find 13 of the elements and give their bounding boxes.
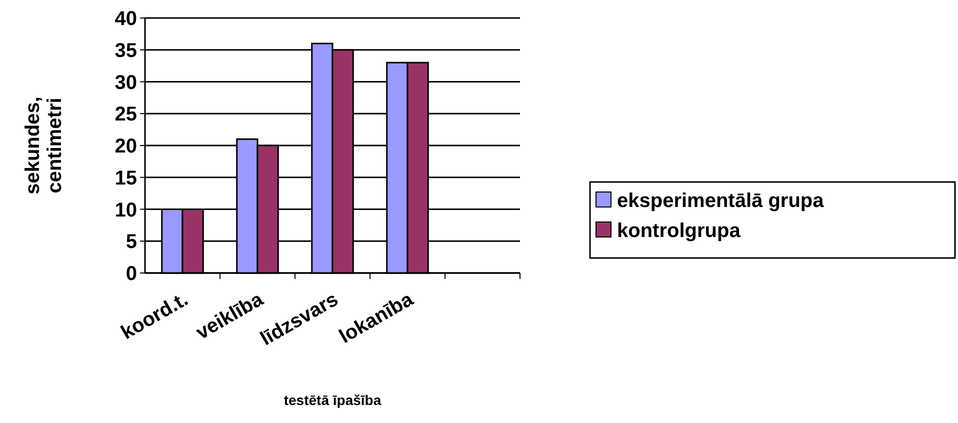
y-tick-label: 5 xyxy=(126,231,137,254)
y-tick-label: 40 xyxy=(114,8,137,30)
y-axis-title: sekundes, centimetri xyxy=(22,96,66,194)
y-tick-label: 10 xyxy=(114,199,137,222)
y-tick-label: 0 xyxy=(126,263,137,285)
y-tick-label: 20 xyxy=(114,136,137,158)
y-tick-label: 25 xyxy=(114,104,137,126)
y-tick-label: 15 xyxy=(114,167,137,190)
y-tick-label: 30 xyxy=(114,72,137,94)
legend-label: kontrolgrupa xyxy=(617,220,742,242)
legend-label: eksperimentālā grupa xyxy=(617,190,825,212)
x-axis-title: testētā īpašība xyxy=(284,392,382,408)
y-tick-label: 35 xyxy=(114,40,137,62)
